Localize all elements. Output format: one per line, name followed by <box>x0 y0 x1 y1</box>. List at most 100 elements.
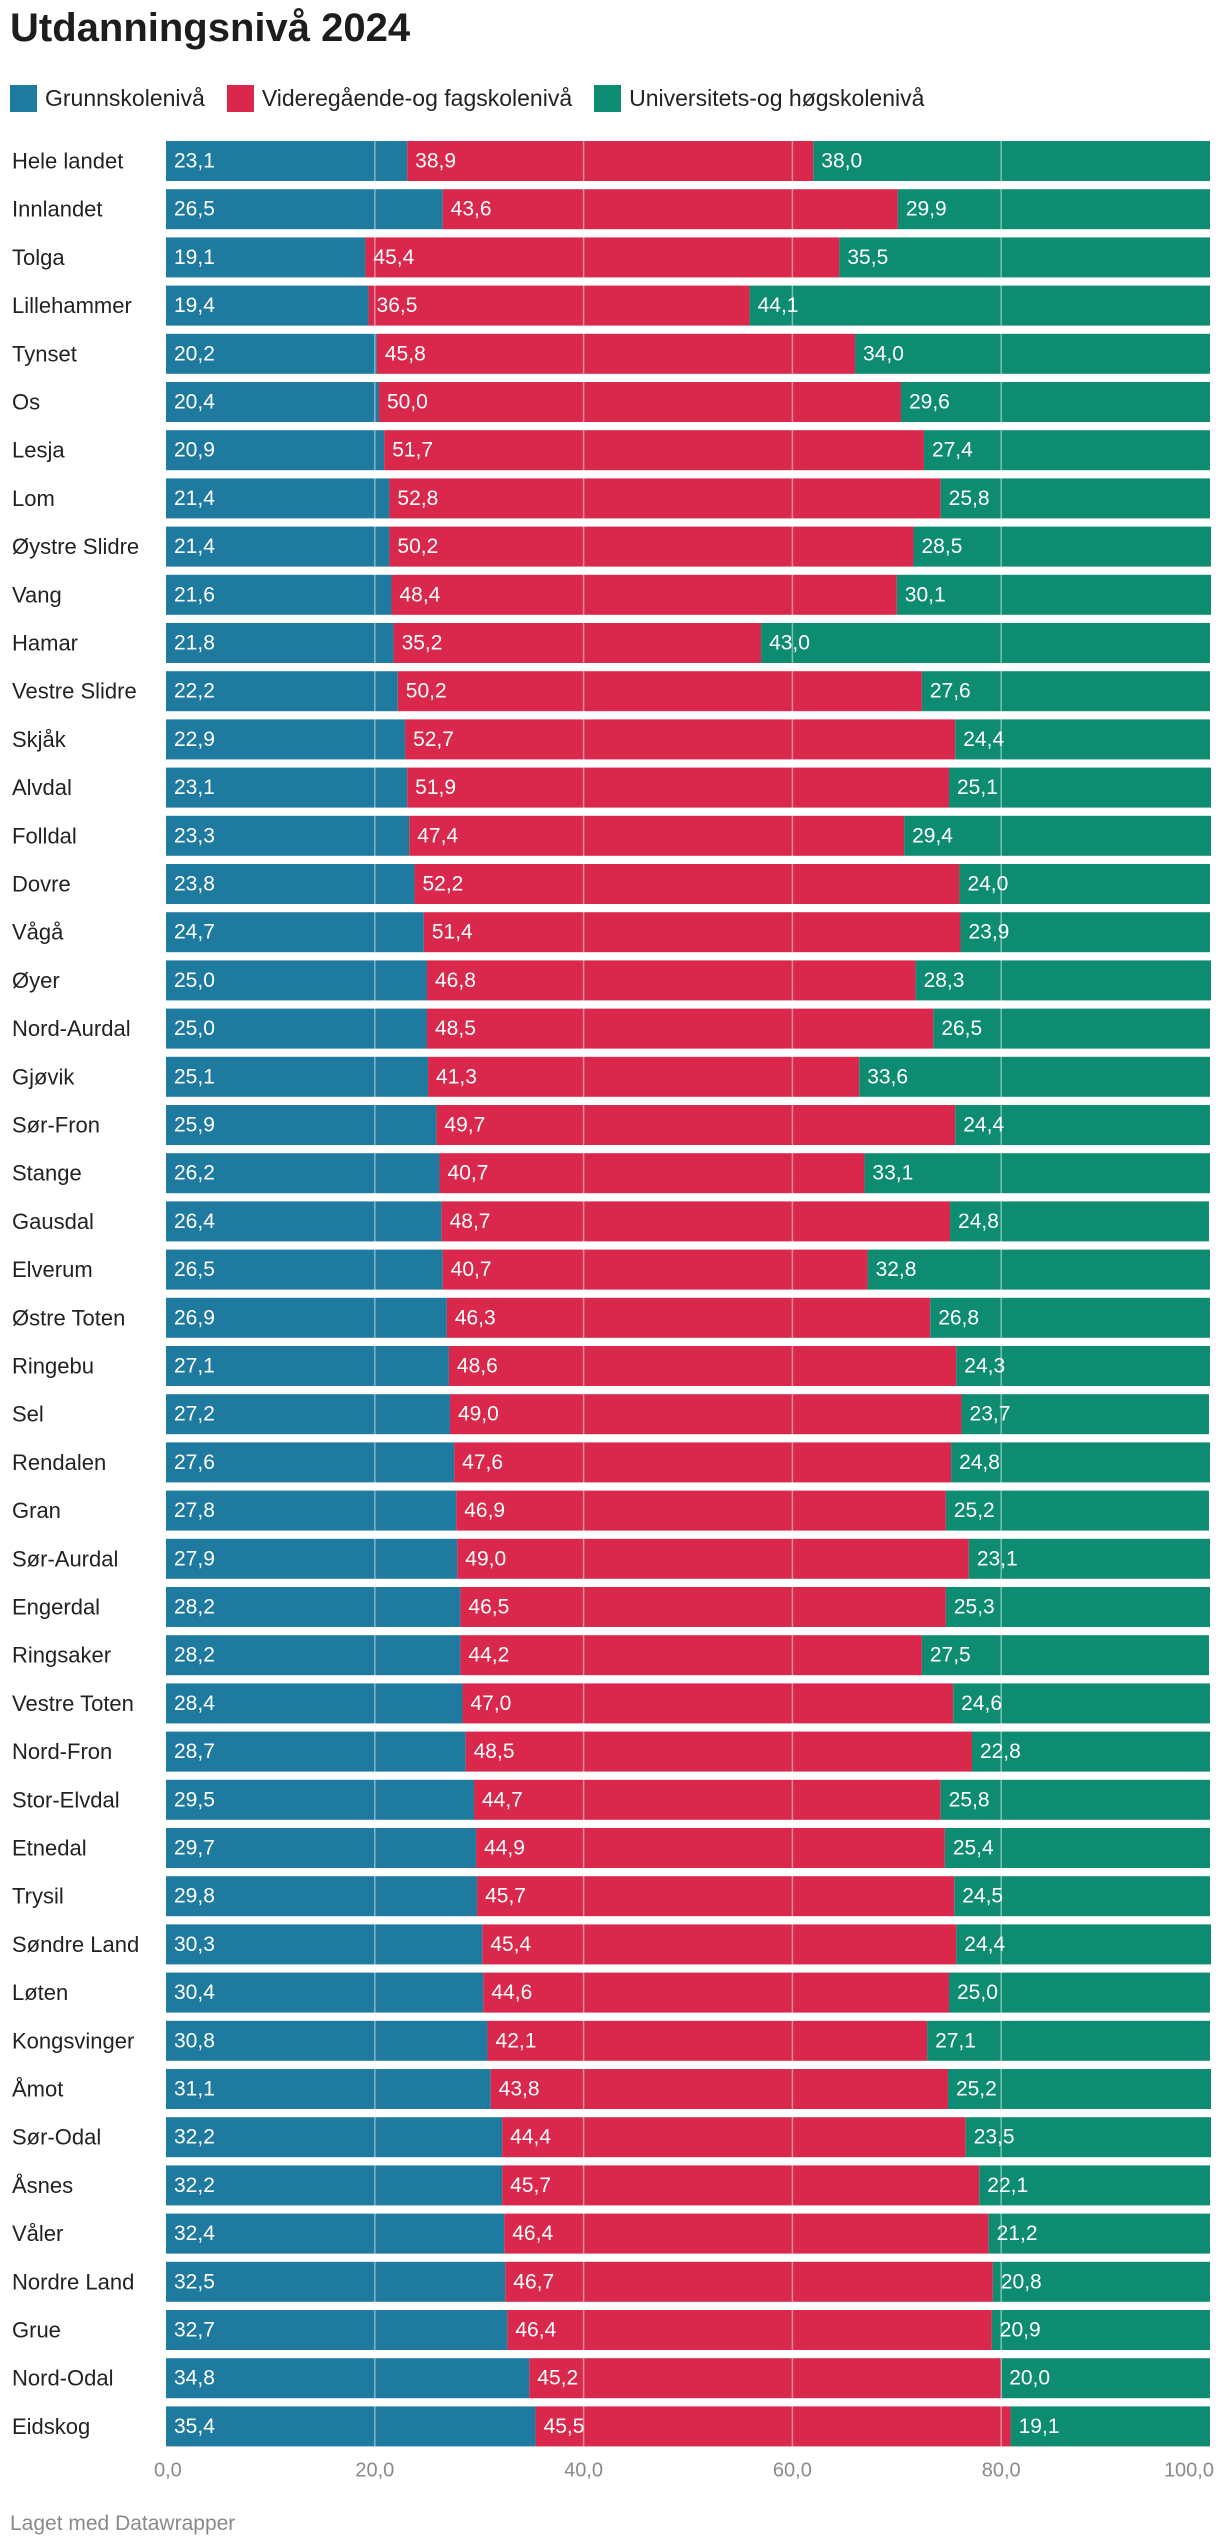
data-label-nord-aurdal-2: 48,5 <box>435 1017 476 1040</box>
category-label-nord-odal: Nord-Odal <box>12 2366 113 2391</box>
bar-segment-eidskog-3 <box>1010 2406 1210 2447</box>
data-label-sel-3: 23,7 <box>970 1403 1011 1426</box>
bar-segment-lesja-1 <box>166 430 385 471</box>
data-label-ringsaker-2: 44,2 <box>468 1644 509 1667</box>
bar-segment-alvdal-1 <box>166 767 408 808</box>
data-label-etnedal-3: 25,4 <box>953 1837 994 1860</box>
x-tick-label-2: 40,0 <box>564 2459 603 2481</box>
bar-segment-vestre-toten-3 <box>953 1683 1210 1724</box>
bar-segment-åsnes-2 <box>502 2165 980 2206</box>
x-tick-label-4: 80,0 <box>982 2459 1021 2481</box>
bar-segment-kongsvinger-1 <box>166 2020 488 2061</box>
bar-segment-øystre-slidre-3 <box>913 526 1212 567</box>
category-label-ringebu: Ringebu <box>12 1354 94 1379</box>
bar-segment-lesja-3 <box>923 430 1210 471</box>
data-label-øystre-slidre-1: 21,4 <box>174 535 215 558</box>
bar-segment-os-1 <box>166 382 379 422</box>
bar-segment-øyer-2 <box>427 960 916 1001</box>
data-label-vang-1: 21,6 <box>174 583 215 606</box>
category-label-eidskog: Eidskog <box>12 2414 90 2439</box>
data-label-etnedal-2: 44,9 <box>484 1837 525 1860</box>
data-label-lom-1: 21,4 <box>174 487 215 510</box>
bar-segment-skjåk-3 <box>955 719 1210 760</box>
bar-segment-alvdal-2 <box>407 767 949 808</box>
category-label-vestre-slidre: Vestre Slidre <box>12 679 137 704</box>
category-label-dovre: Dovre <box>12 872 71 897</box>
bar-segment-ringebu-2 <box>448 1346 957 1386</box>
data-label-kongsvinger-1: 30,8 <box>174 2029 215 2052</box>
data-label-nord-odal-3: 20,0 <box>1009 2367 1050 2390</box>
data-label-lom-3: 25,8 <box>949 487 990 510</box>
bar-segment-lillehammer-1 <box>166 285 369 326</box>
bar-segment-lom-2 <box>389 478 941 519</box>
category-label-tolga: Tolga <box>12 245 65 270</box>
bar-segment-elverum-2 <box>442 1249 868 1290</box>
bar-segment-nord-aurdal-2 <box>427 1008 934 1049</box>
data-label-kongsvinger-2: 42,1 <box>496 2029 537 2052</box>
data-label-tolga-1: 19,1 <box>174 246 215 269</box>
bar-segment-åsnes-3 <box>979 2165 1210 2206</box>
data-label-lom-2: 52,8 <box>397 487 438 510</box>
data-label-åsnes-3: 22,1 <box>987 2174 1028 2197</box>
bar-segment-engerdal-3 <box>945 1587 1210 1627</box>
bar-segment-elverum-1 <box>166 1249 443 1290</box>
data-label-eidskog-3: 19,1 <box>1019 2415 1060 2438</box>
legend-label-videregaende: Videregående-og fagskolenivå <box>261 84 573 111</box>
data-label-gran-2: 46,9 <box>464 1499 505 1522</box>
bar-segment-rendalen-2 <box>454 1442 952 1483</box>
category-label-sør-aurdal: Sør-Aurdal <box>12 1546 118 1571</box>
data-label-kongsvinger-3: 27,1 <box>935 2029 976 2052</box>
footer-credit: Laget med Datawrapper <box>10 2512 236 2535</box>
data-label-gran-3: 25,2 <box>954 1499 995 1522</box>
data-label-gjøvik-3: 33,6 <box>867 1065 908 1088</box>
data-label-våler-1: 32,4 <box>174 2222 215 2245</box>
bar-segment-åmot-2 <box>490 2069 948 2109</box>
data-label-folldal-2: 47,4 <box>417 824 458 847</box>
legend-item-videregaende[interactable]: Videregående-og fagskolenivå <box>226 84 573 112</box>
data-label-nord-odal-2: 45,2 <box>537 2367 578 2390</box>
data-label-øyer-1: 25,0 <box>174 969 215 992</box>
bar-segment-tolga-3 <box>839 237 1210 278</box>
bar-segment-stange-1 <box>166 1153 440 1194</box>
legend-label-grunnskole: Grunnskolenivå <box>45 84 205 111</box>
category-label-innlandet: Innlandet <box>12 197 103 222</box>
bar-segment-søndre-land-2 <box>482 1924 957 1965</box>
data-label-ringsaker-3: 27,5 <box>930 1644 971 1667</box>
legend-swatch-videregaende <box>226 84 254 112</box>
bar-segment-øyer-3 <box>915 960 1212 1001</box>
category-label-øystre-slidre: Øystre Slidre <box>12 534 139 559</box>
bar-segment-kongsvinger-2 <box>487 2020 928 2061</box>
data-label-østre-toten-2: 46,3 <box>455 1306 496 1329</box>
category-label-lom: Lom <box>12 486 55 511</box>
data-label-øyer-3: 28,3 <box>924 969 965 992</box>
data-label-grue-2: 46,4 <box>515 2319 556 2342</box>
data-label-nord-fron-3: 22,8 <box>980 1740 1021 1763</box>
bar-segment-stor-elvdal-1 <box>166 1779 474 1820</box>
data-label-nord-aurdal-1: 25,0 <box>174 1017 215 1040</box>
bar-segment-engerdal-2 <box>460 1587 946 1627</box>
data-label-alvdal-1: 23,1 <box>174 776 215 799</box>
category-label-vågå: Vågå <box>12 920 64 945</box>
data-label-hele-landet-3: 38,0 <box>821 150 862 173</box>
data-label-sør-aurdal-2: 49,0 <box>465 1547 506 1570</box>
data-label-skjåk-3: 24,4 <box>963 728 1004 751</box>
legend-item-grunnskole[interactable]: Grunnskolenivå <box>10 84 205 112</box>
data-label-skjåk-2: 52,7 <box>413 728 454 751</box>
category-label-nord-aurdal: Nord-Aurdal <box>12 1016 131 1041</box>
bar-segment-hele-landet-1 <box>166 141 408 181</box>
data-label-gausdal-2: 48,7 <box>450 1210 491 1233</box>
bar-segment-lillehammer-2 <box>368 285 750 326</box>
legend-item-universitet[interactable]: Universitets-og høgskolenivå <box>594 84 924 112</box>
data-label-tynset-1: 20,2 <box>174 342 215 365</box>
data-label-søndre-land-2: 45,4 <box>490 1933 531 1956</box>
data-label-os-3: 29,6 <box>909 391 950 414</box>
bar-segment-ringsaker-3 <box>921 1635 1209 1676</box>
bar-segment-østre-toten-1 <box>166 1297 447 1338</box>
data-label-gausdal-3: 24,8 <box>958 1210 999 1233</box>
bar-segment-dovre-1 <box>166 864 415 904</box>
bar-segment-våler-1 <box>166 2213 505 2254</box>
bar-segment-gausdal-3 <box>950 1201 1209 1242</box>
category-label-stor-elvdal: Stor-Elvdal <box>12 1787 120 1812</box>
data-label-åmot-1: 31,1 <box>174 2078 215 2101</box>
bar-segment-lillehammer-3 <box>749 285 1210 326</box>
